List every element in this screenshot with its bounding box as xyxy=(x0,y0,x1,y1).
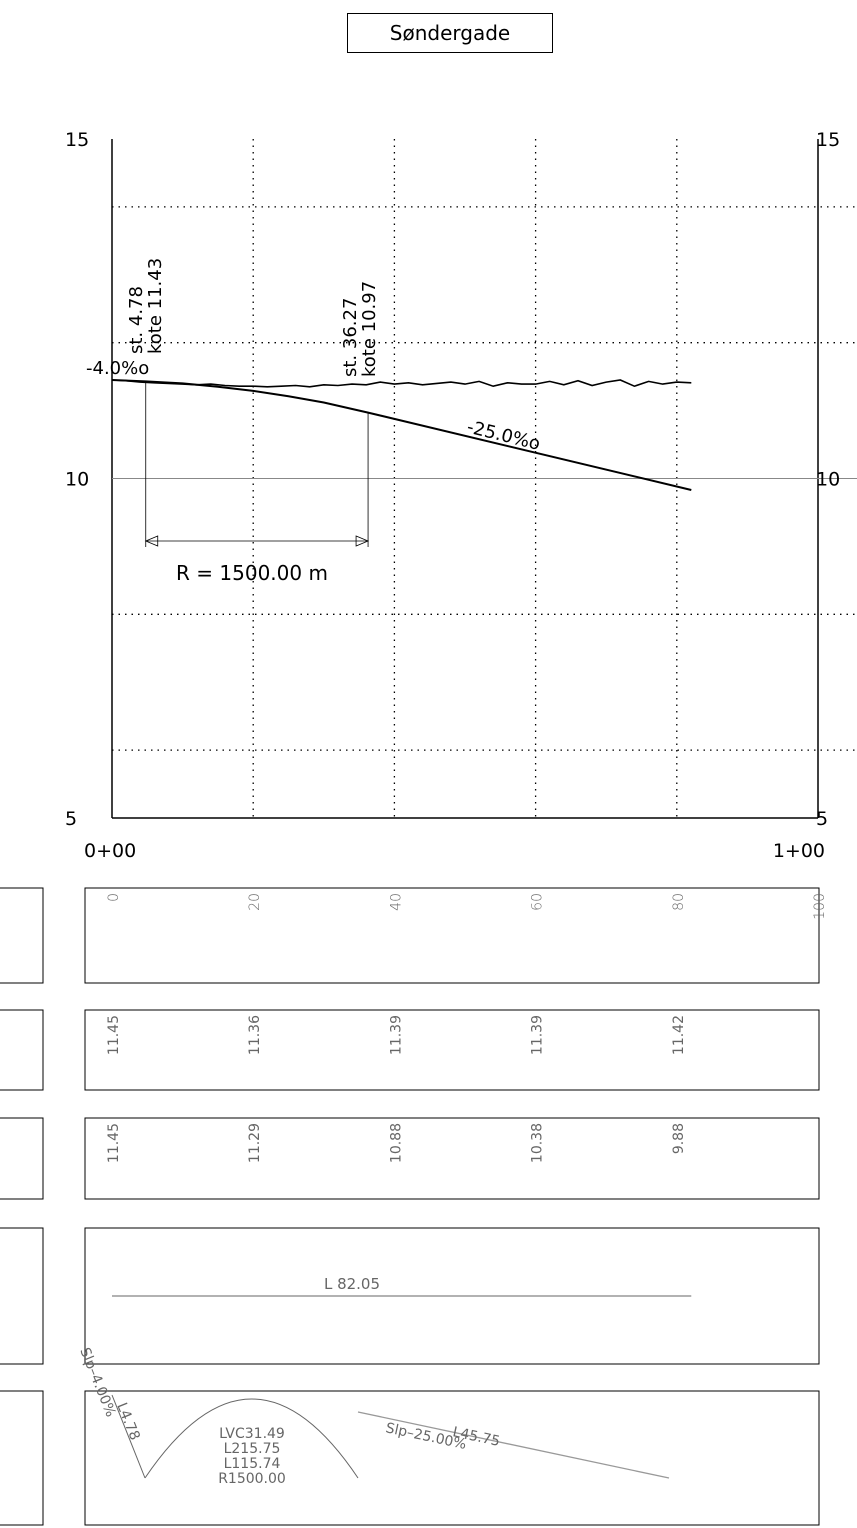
y-tick-label-left: 5 xyxy=(65,808,77,830)
terrain-elevation-label: 11.42 xyxy=(671,1015,687,1055)
band-box xyxy=(84,887,820,984)
series-layer xyxy=(111,379,692,491)
vertical-curve-label: L215.75 xyxy=(224,1441,281,1457)
station-label: 0 xyxy=(106,893,122,902)
design-elevation-label: 11.45 xyxy=(106,1123,122,1163)
band-label-box xyxy=(0,1117,44,1200)
y-tick-label-right: 5 xyxy=(816,808,828,830)
band-label-box xyxy=(0,1227,44,1365)
station-label: 60 xyxy=(530,893,546,911)
vertical-curve-arc xyxy=(144,1398,359,1479)
y-tick-label-left: 15 xyxy=(65,129,89,151)
y-tick-label-right: 10 xyxy=(816,469,840,491)
terrain-elevation-label: 11.39 xyxy=(388,1015,404,1055)
station-label: 20 xyxy=(247,893,263,911)
band-box xyxy=(84,1009,820,1091)
station-label: 40 xyxy=(388,893,404,911)
design-profile-line xyxy=(111,379,692,491)
pvt-station-label: st. 36.27 xyxy=(340,298,361,377)
radius-label: R = 1500.00 m xyxy=(176,561,328,585)
band-box xyxy=(84,1227,820,1365)
x-tick-label: 0+00 xyxy=(84,840,136,862)
grade-out-segment xyxy=(357,1411,670,1479)
grade-in-segment xyxy=(111,1394,146,1479)
x-tick-label: 1+00 xyxy=(773,840,825,862)
pvc-station-label: st. 4.78 xyxy=(126,286,147,354)
profile-title: Søndergade xyxy=(347,13,553,53)
dimension-arrow-left xyxy=(144,535,159,547)
slope-in-label: Slp–4.00% xyxy=(76,1346,118,1420)
band-label-box xyxy=(0,1009,44,1091)
y-tick-label-right: 15 xyxy=(816,129,840,151)
horizontal-length-label: L 82.05 xyxy=(324,1275,380,1293)
band-label-box xyxy=(0,1390,44,1526)
band-box xyxy=(84,1390,820,1526)
vertical-curve-label: R1500.00 xyxy=(218,1471,286,1487)
pvt-elevation-label: kote 10.97 xyxy=(359,281,380,377)
design-elevation-label: 11.29 xyxy=(247,1123,263,1163)
grade-in-label: -4.0%o xyxy=(86,358,149,379)
terrain-elevation-label: 11.36 xyxy=(247,1015,263,1055)
band-box xyxy=(84,1117,820,1200)
terrain-elevation-label: 11.39 xyxy=(530,1015,546,1055)
grade-out-label: -25.0%o xyxy=(465,416,543,454)
y-tick-label-left: 10 xyxy=(65,469,89,491)
vertical-curve-label: L115.74 xyxy=(224,1456,281,1472)
vertical-curve-label: LVC31.49 xyxy=(219,1426,285,1442)
terrain-elevation-label: 11.45 xyxy=(106,1015,122,1055)
station-label: 100 xyxy=(812,893,828,920)
station-label: 80 xyxy=(671,893,687,911)
terrain-line xyxy=(111,379,692,388)
dimension-arrow-right xyxy=(355,535,370,547)
pvc-elevation-label: kote 11.43 xyxy=(145,258,166,354)
plot-frame: 15 15 10 10 5 5 0+00 1+00 xyxy=(65,129,857,862)
design-elevation-label: 10.88 xyxy=(388,1123,404,1163)
band-label-box xyxy=(0,887,44,984)
data-bands: 0 20 40 60 80 100 11.45 11.36 11.39 11.39 11.42 11.… xyxy=(0,887,828,1526)
design-elevation-label: 10.38 xyxy=(530,1123,546,1163)
design-elevation-label: 9.88 xyxy=(671,1123,687,1154)
segment-in-length-label: L4.78 xyxy=(113,1401,142,1443)
